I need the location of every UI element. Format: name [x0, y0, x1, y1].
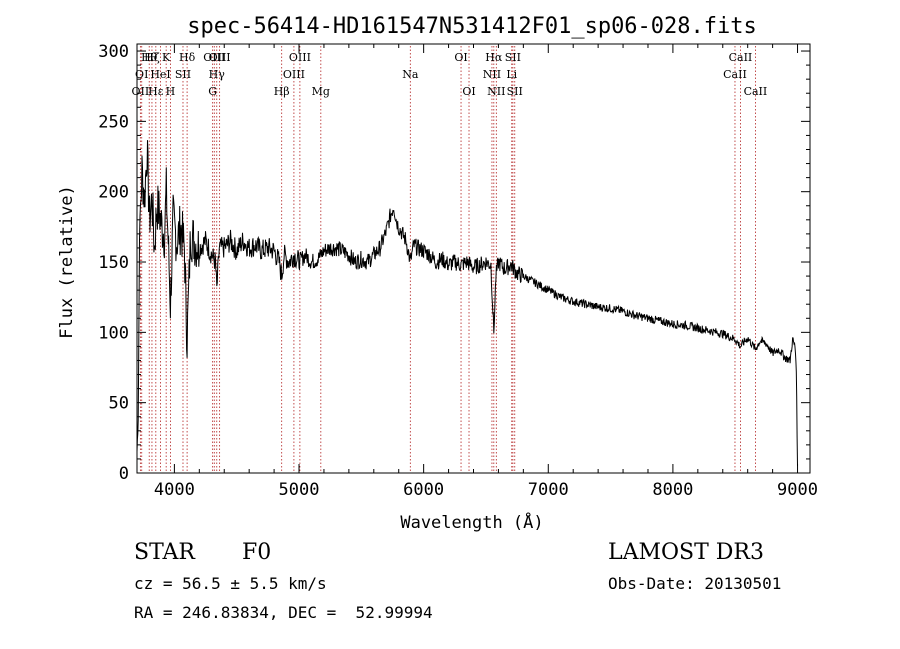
line-marker-label-29: CaII: [744, 85, 768, 98]
line-marker-label-20: OI: [462, 85, 475, 98]
x-tick-label: 8000: [652, 480, 693, 500]
observation-date: Obs-Date: 20130501: [608, 574, 782, 593]
y-tick-label: 50: [109, 394, 129, 414]
line-marker-label-16: OIII: [289, 51, 311, 64]
x-tick-label: 6000: [403, 480, 444, 500]
x-tick-label: 5000: [279, 480, 320, 500]
line-marker-label-19: OI: [454, 51, 467, 64]
line-marker-label-7: H: [166, 85, 176, 98]
line-marker-label-9: Hδ: [179, 51, 196, 64]
line-marker-label-26: SII: [507, 85, 523, 98]
y-tick-label: 0: [119, 464, 129, 484]
line-marker-label-5: HeI: [150, 68, 170, 81]
line-marker-label-8: SII: [175, 68, 191, 81]
line-marker-label-23: NII: [487, 85, 505, 98]
chart-title: spec-56414-HD161547N531412F01_sp06-028.f…: [187, 14, 757, 39]
x-axis-label: Wavelength (Å): [400, 511, 543, 533]
line-marker-label-18: Na: [402, 68, 419, 81]
line-marker-label-22: Hα: [485, 51, 503, 64]
line-marker-label-4: Hε: [148, 85, 164, 98]
y-tick-label: 300: [98, 42, 129, 62]
line-marker-label-11: G: [208, 85, 217, 98]
line-marker-label-14: Hβ: [274, 85, 290, 98]
series-line-flux: [136, 140, 798, 467]
x-tick-label: 4000: [154, 480, 195, 500]
y-axis-ticks: 0 50 100 150 200 250 300: [98, 42, 810, 484]
ra-dec: RA = 246.83834, DEC = 52.99994: [134, 603, 433, 622]
line-marker-label-27: CaII: [723, 68, 747, 81]
x-axis-ticks: 4000 5000 6000 7000 8000 9000: [154, 44, 818, 500]
line-marker-label-12: Hγ: [209, 68, 226, 81]
y-tick-label: 100: [98, 323, 129, 343]
survey-name: LAMOST DR3: [608, 540, 764, 565]
line-marker-label-3: Hζ: [144, 51, 160, 64]
line-marker-label-1: OI: [135, 68, 148, 81]
line-marker-label-0: OII: [132, 85, 150, 98]
line-marker-label-21: NII: [483, 68, 501, 81]
object-type: STAR: [134, 540, 195, 565]
line-marker-label-10: OIII: [203, 51, 225, 64]
line-marker-label-28: CaII: [729, 51, 753, 64]
line-marker-label-25: SII: [505, 51, 521, 64]
x-tick-label: 7000: [528, 480, 569, 500]
x-tick-label: 9000: [777, 480, 818, 500]
line-marker-label-13: OIII: [209, 51, 231, 64]
line-marker-label-2: Hθ: [141, 51, 158, 64]
y-tick-label: 150: [98, 253, 129, 273]
y-tick-label: 250: [98, 112, 129, 132]
redshift-cz: cz = 56.5 ± 5.5 km/s: [134, 574, 327, 593]
y-tick-label: 200: [98, 183, 129, 203]
line-marker-label-15: OIII: [283, 68, 305, 81]
y-axis-label: Flux (relative): [57, 185, 77, 339]
line-marker-label-6: K: [162, 51, 171, 64]
plot-frame: [136, 43, 811, 474]
subclass: F0: [242, 540, 272, 565]
line-marker-label-24: Li: [506, 68, 517, 81]
line-markers: [139, 46, 756, 473]
line-marker-label-17: Mg: [312, 85, 330, 98]
